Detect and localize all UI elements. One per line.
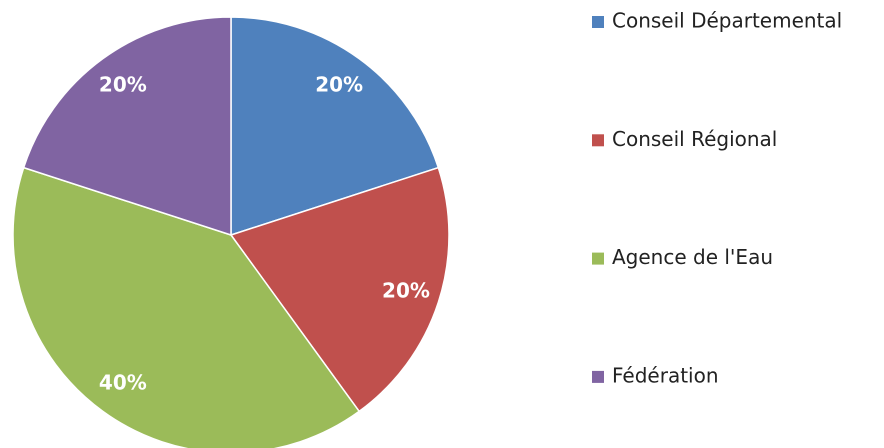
data-label: 20%	[315, 73, 363, 97]
legend-swatch	[592, 16, 604, 28]
data-label: 20%	[382, 278, 430, 302]
legend-swatch	[592, 370, 604, 383]
pie-slice	[230, 16, 440, 237]
data-label: 20%	[99, 73, 147, 97]
pie-slice	[12, 166, 361, 448]
legend-label: Conseil Départemental	[612, 9, 842, 33]
legend-label: Fédération	[612, 363, 719, 387]
legend-label: Conseil Régional	[612, 127, 777, 151]
legend-label: Agence de l'Eau	[612, 245, 773, 269]
legend-swatch	[592, 134, 604, 147]
pie-slice	[22, 16, 232, 237]
pie-slice	[229, 166, 450, 413]
data-label: 40%	[99, 370, 147, 394]
legend-swatch	[592, 252, 604, 265]
